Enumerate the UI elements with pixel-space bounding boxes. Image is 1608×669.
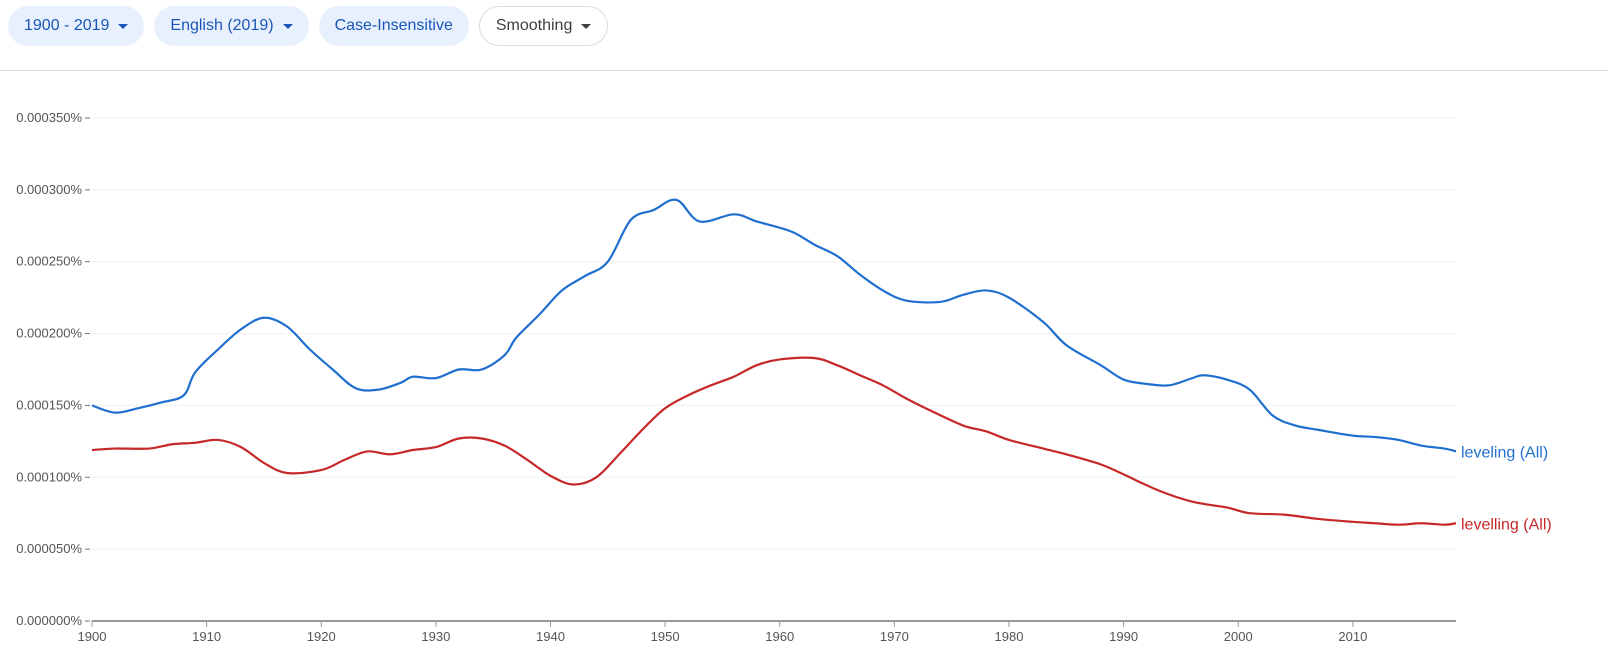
x-tick-label: 1930 bbox=[421, 629, 450, 644]
x-tick-label: 1940 bbox=[536, 629, 565, 644]
y-tick-label: 0.000200% bbox=[16, 326, 82, 341]
series-label: levelling (All) bbox=[1461, 516, 1552, 533]
y-tick-label: 0.000100% bbox=[16, 469, 82, 484]
x-tick-label: 1960 bbox=[765, 629, 794, 644]
case-label: Case-Insensitive bbox=[334, 17, 453, 34]
x-tick-label: 2000 bbox=[1224, 629, 1253, 644]
series-line-1 bbox=[91, 356, 1457, 526]
y-tick-label: 0.000300% bbox=[16, 182, 82, 197]
x-tick-label: 1920 bbox=[307, 629, 336, 644]
toolbar: 1900 - 2019 English (2019) Case-Insensit… bbox=[8, 6, 609, 46]
caret-down-icon bbox=[282, 23, 293, 29]
y-tick-label: 0.000050% bbox=[16, 541, 82, 556]
x-tick-label: 1950 bbox=[651, 629, 680, 644]
x-tick-label: 1900 bbox=[78, 629, 107, 644]
corpus-dropdown[interactable]: English (2019) bbox=[154, 6, 309, 46]
y-tick-label: 0.000350% bbox=[16, 110, 82, 125]
corpus-label: English (2019) bbox=[170, 17, 274, 34]
y-tick-label: 0.000000% bbox=[16, 613, 82, 628]
series-line-0 bbox=[91, 198, 1457, 453]
caret-down-icon bbox=[581, 23, 592, 29]
y-tick-label: 0.000250% bbox=[16, 254, 82, 269]
y-tick-label: 0.000150% bbox=[16, 397, 82, 412]
x-tick-label: 1980 bbox=[995, 629, 1024, 644]
caret-down-icon bbox=[118, 23, 129, 29]
x-tick-label: 1910 bbox=[192, 629, 221, 644]
toolbar-divider bbox=[0, 70, 1608, 71]
smoothing-label: Smoothing bbox=[495, 17, 573, 34]
x-tick-label: 1970 bbox=[880, 629, 909, 644]
year-range-label: 1900 - 2019 bbox=[24, 17, 110, 34]
x-tick-label: 2010 bbox=[1338, 629, 1367, 644]
x-tick-label: 1990 bbox=[1109, 629, 1138, 644]
smoothing-dropdown[interactable]: Smoothing bbox=[478, 6, 609, 46]
year-range-dropdown[interactable]: 1900 - 2019 bbox=[8, 6, 145, 46]
series-label: leveling (All) bbox=[1461, 444, 1548, 461]
case-insensitive-toggle[interactable]: Case-Insensitive bbox=[318, 6, 469, 46]
